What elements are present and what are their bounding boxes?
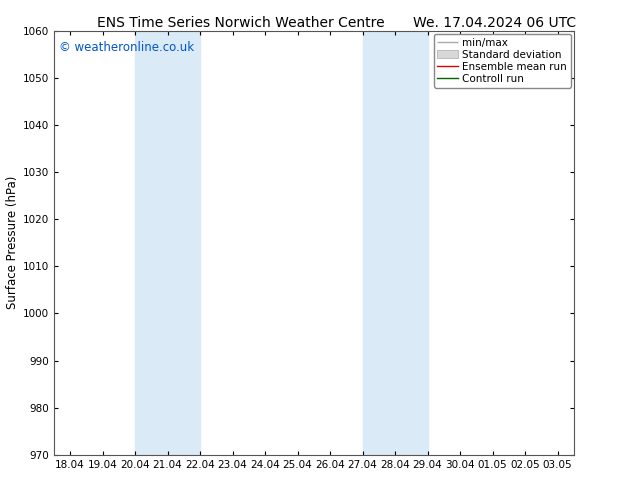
Bar bbox=[363, 31, 427, 455]
Text: ENS Time Series Norwich Weather Centre: ENS Time Series Norwich Weather Centre bbox=[97, 16, 385, 30]
Bar bbox=[135, 31, 200, 455]
Y-axis label: Surface Pressure (hPa): Surface Pressure (hPa) bbox=[6, 176, 18, 310]
Legend: min/max, Standard deviation, Ensemble mean run, Controll run: min/max, Standard deviation, Ensemble me… bbox=[434, 34, 571, 88]
Text: © weatheronline.co.uk: © weatheronline.co.uk bbox=[59, 42, 194, 54]
Text: We. 17.04.2024 06 UTC: We. 17.04.2024 06 UTC bbox=[413, 16, 576, 30]
